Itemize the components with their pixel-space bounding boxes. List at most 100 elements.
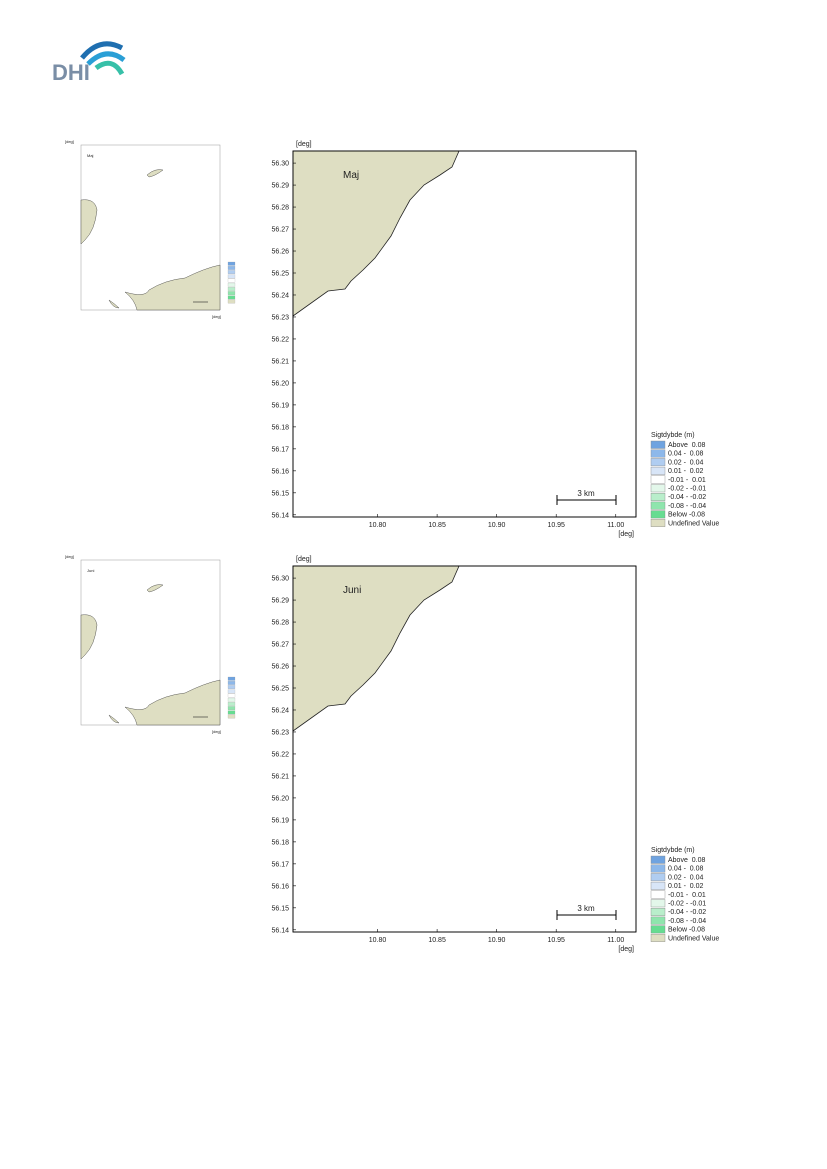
legend-swatch [650, 855, 666, 864]
legend-label: 0.04 - 0.08 [668, 866, 704, 873]
overview-legend-swatch [227, 689, 236, 694]
overview-legend-swatch [227, 714, 236, 719]
overview-legend-swatch [227, 706, 236, 710]
map-border [292, 565, 637, 933]
overview-map: Maj [deg] [deg] [65, 139, 236, 319]
overview-land [146, 169, 164, 178]
overview-land [124, 679, 221, 726]
y-tick-label: 56.14 [271, 927, 289, 934]
x-tick-label: 10.85 [428, 937, 446, 944]
x-unit: [deg] [618, 946, 634, 953]
overview-legend-swatch [227, 270, 236, 274]
legend-label: -0.02 - -0.01 [668, 486, 706, 493]
y-tick-label: 56.21 [271, 358, 289, 365]
legend-swatch [650, 458, 666, 467]
legend-swatch [650, 934, 666, 942]
logo-swoosh [86, 51, 126, 66]
y-tick-label: 56.15 [271, 905, 289, 912]
x-tick-label: 10.85 [428, 522, 446, 529]
overview-legend-swatch [227, 702, 236, 706]
y-tick-label: 56.24 [271, 292, 289, 299]
y-tick-label: 56.25 [271, 271, 289, 278]
legend-label: -0.02 - -0.01 [668, 901, 706, 908]
y-tick-label: 56.27 [271, 642, 289, 649]
legend-title: Sigtdybde (m) [651, 432, 695, 439]
y-tick-label: 56.21 [271, 773, 289, 780]
y-tick-label: 56.23 [271, 729, 289, 736]
y-tick-label: 56.26 [271, 249, 289, 256]
legend-swatch [650, 449, 666, 458]
legend-label: Below -0.08 [668, 927, 705, 934]
overview-land [80, 614, 98, 660]
scale-bar-label: 3 km [577, 904, 595, 913]
overview-title: Juni [87, 568, 94, 573]
overview-legend-swatch [227, 685, 236, 689]
y-tick-label: 56.18 [271, 839, 289, 846]
legend-label: Above 0.08 [668, 442, 705, 449]
overview-y-unit: [deg] [65, 554, 74, 559]
y-tick-label: 56.30 [271, 161, 289, 168]
x-unit: [deg] [618, 531, 634, 538]
legend-label: Below -0.08 [668, 512, 705, 519]
legend-label: -0.08 - -0.04 [668, 503, 706, 510]
y-tick-label: 56.19 [271, 817, 289, 824]
logo-swoosh [80, 41, 124, 60]
y-tick-label: 56.20 [271, 380, 289, 387]
overview-legend-swatch [227, 278, 236, 283]
y-tick-label: 56.30 [271, 576, 289, 583]
overview-legend-swatch [227, 291, 236, 295]
x-tick-label: 11.00 [607, 522, 624, 529]
scale-bar-label: 3 km [577, 489, 595, 498]
overview-land [124, 264, 221, 311]
y-tick-label: 56.29 [271, 183, 289, 190]
y-tick-label: 56.28 [271, 620, 289, 627]
legend-swatch [650, 493, 666, 501]
overview-land [146, 584, 164, 593]
logo-swoosh [94, 60, 125, 76]
legend-swatch [650, 925, 666, 934]
land [292, 565, 460, 732]
logo: DHI [52, 41, 126, 85]
legend-swatch [650, 519, 666, 527]
overview-legend-swatch [227, 274, 236, 279]
overview-y-unit: [deg] [65, 139, 74, 144]
legend-label: 0.02 - 0.04 [668, 459, 704, 466]
legend-swatch [650, 440, 666, 449]
legend-swatch [650, 475, 666, 484]
y-tick-label: 56.18 [271, 424, 289, 431]
x-tick-label: 11.00 [607, 937, 624, 944]
map-border [292, 150, 637, 518]
overview-legend-swatch [227, 693, 236, 698]
legend-label: Undefined Value [668, 520, 719, 527]
x-tick-label: 10.95 [547, 522, 565, 529]
legend-swatch [650, 908, 666, 916]
logo-text: DHI [52, 60, 90, 85]
y-unit: [deg] [296, 556, 312, 563]
y-tick-label: 56.22 [271, 336, 289, 343]
x-tick-label: 10.90 [488, 937, 506, 944]
map-title: Maj [343, 170, 359, 181]
overview-legend-swatch [227, 287, 236, 291]
legend-swatch [650, 501, 666, 510]
y-tick-label: 56.17 [271, 861, 289, 868]
legend-label: -0.01 - 0.01 [668, 892, 706, 899]
overview-x-unit: [deg] [212, 314, 221, 319]
y-tick-label: 56.25 [271, 686, 289, 693]
y-tick-label: 56.16 [271, 883, 289, 890]
y-tick-label: 56.14 [271, 512, 289, 519]
overview-legend-swatch [227, 681, 236, 685]
legend-swatch [650, 881, 666, 890]
legend-title: Sigtdybde (m) [651, 847, 695, 854]
legend-label: -0.01 - 0.01 [668, 477, 706, 484]
overview-legend-swatch [227, 710, 236, 715]
overview-x-unit: [deg] [212, 729, 221, 734]
y-tick-label: 56.24 [271, 707, 289, 714]
legend-swatch [650, 916, 666, 925]
overview-legend-swatch [227, 299, 236, 304]
overview-land [80, 199, 98, 245]
overview-legend-swatch [227, 266, 236, 270]
y-tick-label: 56.20 [271, 795, 289, 802]
overview-legend-swatch [227, 697, 236, 702]
x-tick-label: 10.80 [369, 522, 387, 529]
